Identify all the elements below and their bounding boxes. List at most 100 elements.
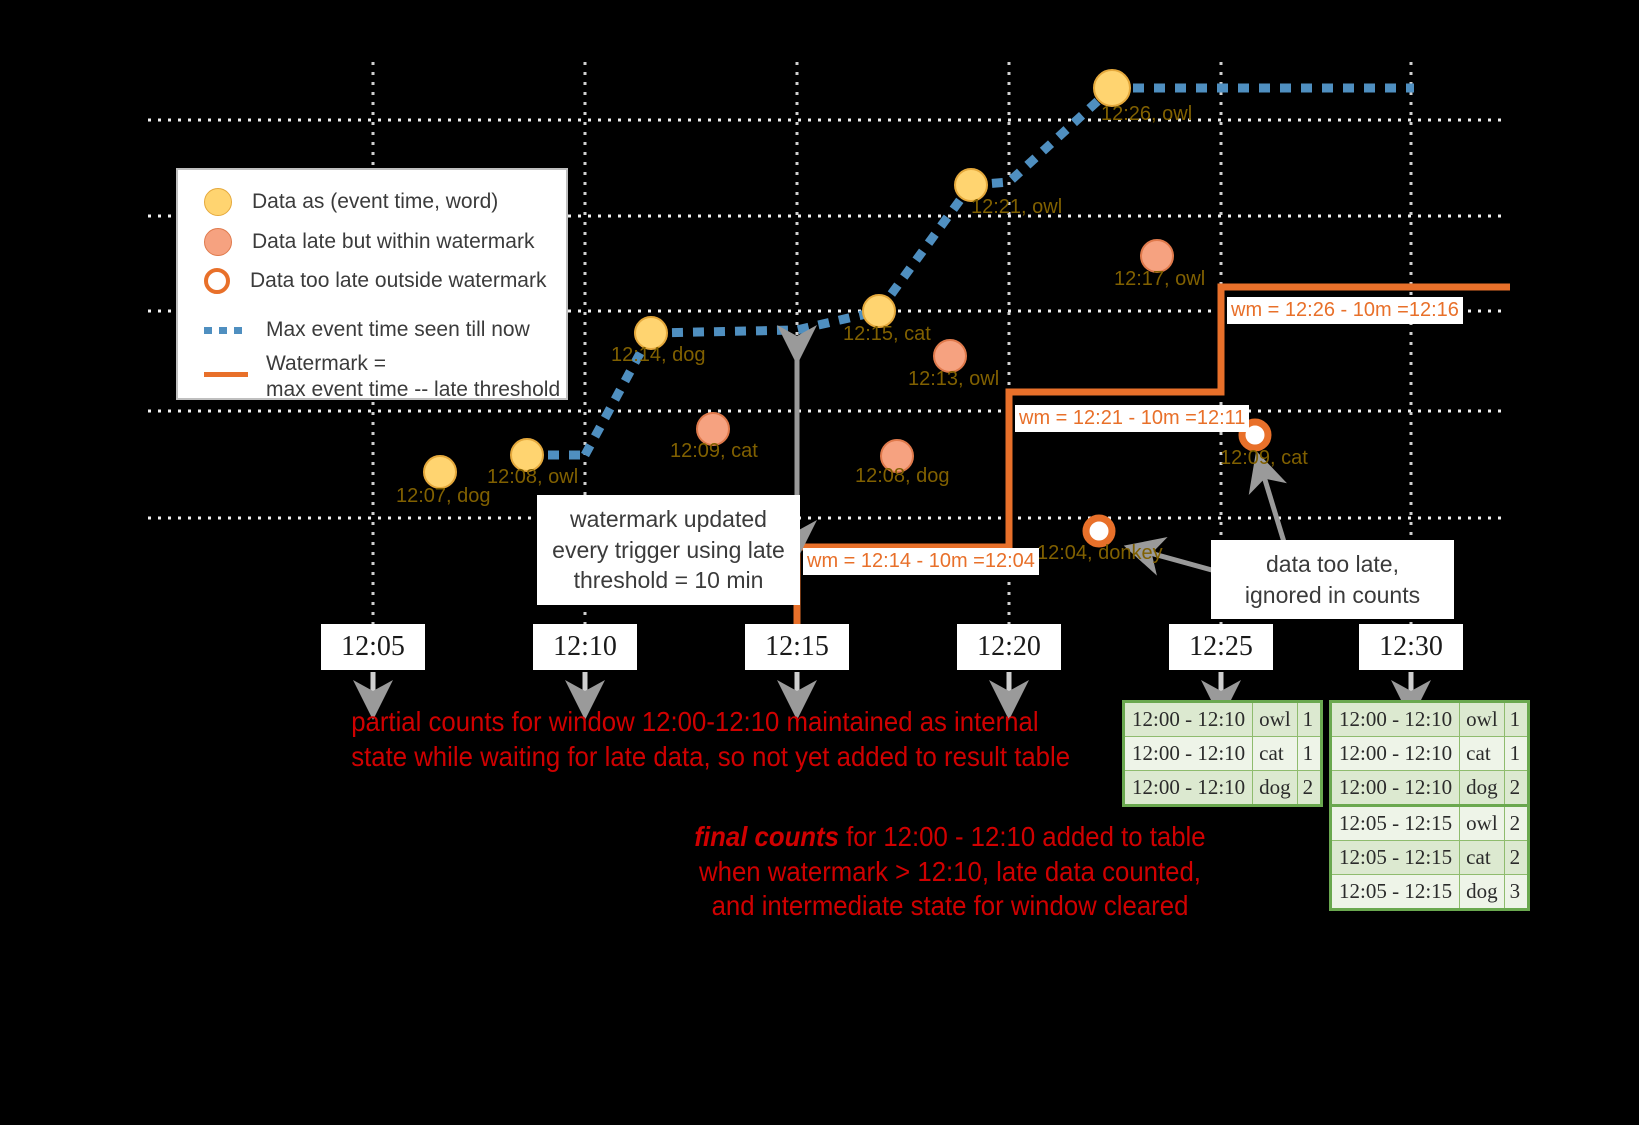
callout-watermark-update: watermark updated every trigger using la…: [537, 495, 800, 605]
table-cell-count: 1: [1503, 736, 1530, 771]
data-points: [423, 69, 1272, 548]
data-point-late: [696, 412, 730, 446]
point-label-12-21-owl: 12:21, owl: [971, 196, 1063, 218]
blue-dashed-line-icon: [204, 326, 244, 334]
data-point-late: [933, 339, 967, 373]
table-cell-word: owl: [1459, 701, 1505, 737]
data-point-on-time: [862, 294, 896, 328]
table-cell-count: 1: [1296, 701, 1323, 737]
data-point-on-time: [954, 168, 988, 202]
table-cell-window: 12:05 - 12:15: [1329, 805, 1461, 841]
narrative-emphasis: final counts: [694, 821, 839, 852]
point-label-12-09-cat-late: 12:09, cat: [1220, 447, 1308, 469]
narrative-line: partial counts for window 12:00-12:10 ma…: [351, 706, 1039, 737]
table-cell-word: owl: [1459, 805, 1505, 841]
axis-down-arrows: [353, 672, 1431, 720]
point-label-12-26-owl: 12:26, owl: [1101, 103, 1193, 125]
table-row: 12:00 - 12:10 owl 1: [1122, 701, 1323, 737]
axis-tick-1210: 12:10: [533, 624, 637, 670]
table-cell-window: 12:00 - 12:10: [1122, 770, 1254, 806]
data-point-on-time: [634, 316, 668, 350]
table-cell-word: cat: [1252, 736, 1298, 771]
table-cell-count: 2: [1296, 770, 1323, 806]
axis-tick-1230: 12:30: [1359, 624, 1463, 670]
point-label-12-14-dog: 12:14, dog: [611, 344, 706, 366]
point-label-12-08-dog: 12:08, dog: [855, 465, 950, 487]
data-point-on-time: [1093, 69, 1131, 107]
legend: Data as (event time, word) Data late but…: [176, 168, 568, 402]
narrative-line: final counts for 12:00 - 12:10 added to …: [665, 820, 1235, 855]
table-cell-word: owl: [1252, 701, 1298, 737]
axis-tick-1215: 12:15: [745, 624, 849, 670]
data-point-late: [880, 439, 914, 473]
table-cell-count: 3: [1503, 874, 1530, 910]
table-row: 12:00 - 12:10 cat 1: [1329, 736, 1530, 771]
callout-line: threshold = 10 min: [573, 567, 764, 594]
narrative-line: when watermark > 12:10, late data counte…: [699, 855, 1201, 887]
point-label-12-08-owl: 12:08, owl: [487, 466, 579, 488]
yellow-dot-icon: [204, 188, 232, 216]
table-row: 12:00 - 12:10 cat 1: [1122, 736, 1323, 771]
hollow-orange-dot-icon: [204, 268, 230, 294]
point-label-12-09-cat: 12:09, cat: [670, 440, 758, 462]
max-event-time-line: [527, 83, 1414, 460]
data-point-too-late: [1082, 514, 1116, 548]
data-point-on-time: [423, 455, 457, 489]
legend-label: Watermark =: [266, 351, 386, 375]
table-cell-word: dog: [1459, 770, 1505, 807]
narrative-line: and intermediate state for window cleare…: [711, 890, 1189, 922]
table-cell-window: 12:05 - 12:15: [1329, 840, 1461, 875]
data-point-on-time: [510, 438, 544, 472]
table-cell-window: 12:05 - 12:15: [1329, 874, 1461, 910]
table-cell-count: 1: [1296, 736, 1323, 771]
point-label-12-07-dog: 12:07, dog: [396, 485, 491, 507]
table-cell-window: 12:00 - 12:10: [1329, 736, 1461, 771]
watermark-label-2: wm = 12:21 - 10m =12:11: [1015, 405, 1250, 432]
narrative-line: state while waiting for late data, so no…: [351, 740, 1071, 772]
legend-item-max-event-time: Max event time seen till now: [204, 318, 530, 342]
callout-line: every trigger using late: [552, 536, 785, 563]
table-cell-window: 12:00 - 12:10: [1122, 736, 1254, 771]
legend-item-watermark-cont: max event time -- late threshold: [266, 378, 560, 402]
legend-label: Data too late outside watermark: [250, 269, 547, 292]
table-cell-count: 2: [1503, 770, 1530, 807]
orange-dot-icon: [204, 228, 232, 256]
table-row: 12:05 - 12:15 owl 2: [1329, 805, 1530, 841]
table-row: 12:00 - 12:10 dog 2: [1122, 770, 1323, 806]
callout-too-late: data too late, ignored in counts: [1211, 540, 1454, 620]
watermark-label-3: wm = 12:26 - 10m =12:16: [1227, 297, 1463, 324]
table-row: 12:00 - 12:10 owl 1: [1329, 701, 1530, 737]
table-cell-word: dog: [1459, 874, 1505, 910]
table-cell-word: dog: [1252, 770, 1298, 806]
axis-tick-1205: 12:05: [321, 624, 425, 670]
result-table-final: 12:00 - 12:10 owl 1 12:00 - 12:10 cat 1 12:00 …: [1329, 700, 1531, 911]
watermark-label-1: wm = 12:14 - 10m =12:04: [803, 548, 1039, 575]
table-cell-word: cat: [1459, 840, 1505, 875]
legend-item-late: Data late but within watermark: [204, 228, 534, 256]
point-label-12-15-cat: 12:15, cat: [843, 323, 931, 345]
legend-label: Data late but within watermark: [252, 230, 535, 253]
narrative-line-rest: for 12:00 - 12:10 added to table: [838, 821, 1206, 852]
axis-tick-1220: 12:20: [957, 624, 1061, 670]
callout-line: data too late,: [1266, 551, 1399, 577]
table-cell-window: 12:00 - 12:10: [1122, 701, 1254, 737]
table-cell-count: 1: [1503, 701, 1530, 737]
legend-label: Data as (event time, word): [252, 190, 499, 213]
data-point-late: [1140, 239, 1174, 273]
callout-line: ignored in counts: [1244, 581, 1421, 608]
narrative-final-counts: final counts for 12:00 - 12:10 added to …: [665, 820, 1235, 924]
legend-label: max event time -- late threshold: [266, 378, 561, 401]
table-cell-window: 12:00 - 12:10: [1329, 770, 1461, 807]
point-label-12-13-owl: 12:13, owl: [908, 368, 1000, 390]
table-cell-count: 2: [1503, 840, 1530, 875]
result-table-partial: 12:00 - 12:10 owl 1 12:00 - 12:10 cat 1 12:00 …: [1122, 700, 1324, 807]
table-cell-window: 12:00 - 12:10: [1329, 701, 1461, 737]
table-row: 12:05 - 12:15 dog 3: [1329, 874, 1530, 910]
axis-tick-1225: 12:25: [1169, 624, 1273, 670]
table-row: 12:05 - 12:15 cat 2: [1329, 840, 1530, 875]
table-row: 12:00 - 12:10 dog 2: [1329, 770, 1530, 807]
legend-item-watermark: Watermark =: [204, 350, 386, 377]
point-label-12-17-owl: 12:17, owl: [1114, 268, 1206, 290]
legend-item-on-time: Data as (event time, word): [204, 188, 498, 216]
